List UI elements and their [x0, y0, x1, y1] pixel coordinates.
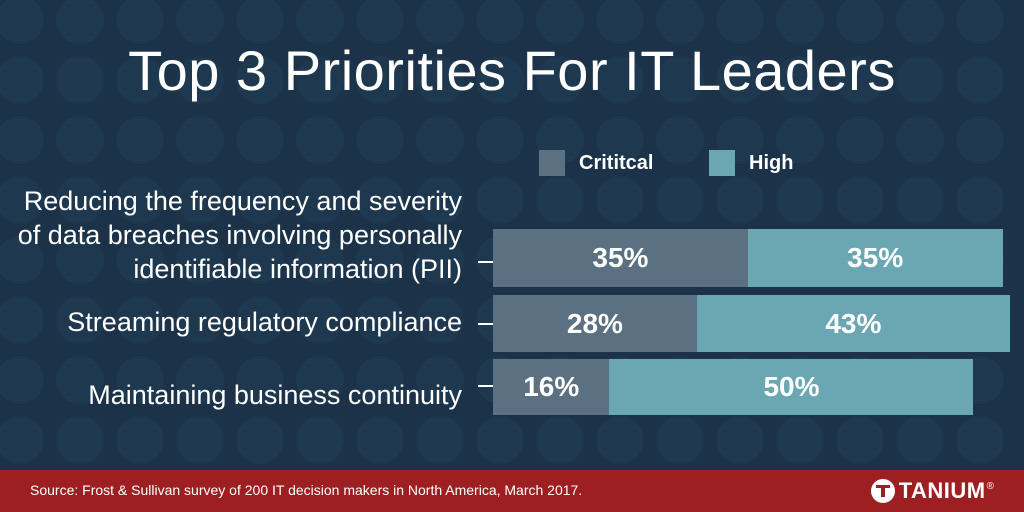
bar-critical-3: 16% [493, 359, 610, 415]
registered-mark: ® [986, 480, 994, 492]
category-label-continuity: Maintaining business continuity [88, 380, 462, 410]
bar-value-label: 28% [566, 307, 623, 339]
tanium-logo: TANIUM ® [870, 478, 994, 504]
axis-tick [478, 385, 493, 387]
bar-value-label: 16% [523, 371, 580, 402]
bar-high-1: 35% [747, 229, 1003, 287]
bar-value-label: 50% [763, 371, 820, 402]
chart-title: Top 3 Priorities For IT Leaders [128, 39, 896, 102]
bar-critical-1: 35% [493, 229, 748, 287]
category-label-compliance: Streaming regulatory compliance [67, 307, 462, 337]
footer-bar: Source: Frost & Sullivan survey of 200 I… [0, 470, 1024, 512]
axis-tick [478, 323, 493, 325]
bar-high-2: 43% [696, 295, 1010, 352]
legend-swatch-critical [539, 150, 565, 176]
bar-value-label: 35% [847, 242, 904, 273]
chart-canvas: Top 3 Priorities For IT Leaders Crititca… [17, 39, 1010, 415]
bar-high-3: 50% [609, 359, 974, 415]
bar-critical-2: 28% [493, 295, 697, 352]
bar-value-label: 35% [592, 242, 649, 273]
tanium-wordmark: TANIUM [898, 478, 986, 503]
legend-swatch-high [709, 150, 735, 176]
legend-label-critical: Crititcal [579, 151, 654, 174]
tanium-logo-icon [870, 479, 895, 503]
source-note: Source: Frost & Sullivan survey of 200 I… [30, 482, 583, 498]
legend-label-high: High [749, 151, 794, 174]
bar-value-label: 43% [825, 307, 882, 339]
legend-item-high: High [709, 150, 793, 176]
axis-tick [478, 261, 493, 263]
category-label-pii: Reducing the frequency and severity of d… [17, 186, 462, 284]
legend-item-critical: Crititcal [539, 150, 653, 176]
